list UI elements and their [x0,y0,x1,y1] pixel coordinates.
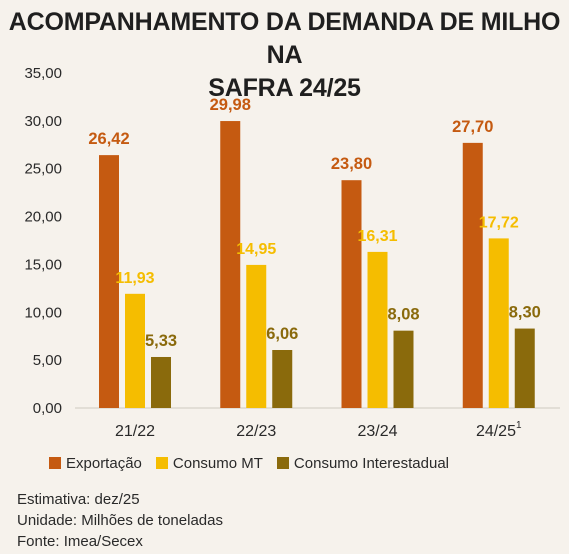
data-label: 8,08 [387,306,419,324]
y-tick-label: 10,00 [24,304,62,321]
data-label: 11,93 [115,270,154,287]
legend-item-consumo-mt: Consumo MT [155,454,263,472]
data-label: 23,80 [331,155,372,173]
y-tick-label: 15,00 [24,256,62,273]
legend: Exportação Consumo MT Consumo Interestad… [49,453,463,473]
y-tick-label: 5,00 [33,352,62,369]
legend-label-consumo-interestadual: Consumo Interestadual [293,454,450,472]
legend-swatch-consumo-interestadual [276,457,289,469]
data-label: 26,42 [88,130,129,148]
data-label: 6,06 [266,325,298,343]
footer-source: Fonte: Imea/Secex [17,533,143,550]
x-tick-superscript: 1 [516,420,522,431]
y-tick-label: 20,00 [24,209,62,226]
bar [462,142,483,408]
bar [488,238,509,408]
bar [99,155,119,408]
bar [125,293,145,408]
chart-title-line-1: ACOMPANHAMENTO DA DEMANDA DE MILHO NA [8,8,561,69]
x-tick-label: 23/24 [357,423,397,440]
data-label: 17,72 [479,214,519,231]
y-tick-label: 35,00 [24,65,62,82]
data-label: 8,30 [509,304,541,322]
legend-label-exportacao: Exportação [66,454,142,472]
bar-chart: 0,00 5,00 10,00 15,00 20,00 25,00 30,00 35,00 26… [24,65,560,440]
bar [246,264,267,408]
data-label: 29,98 [210,96,251,114]
data-label: 27,70 [452,118,493,136]
chart-title-line-2: SAFRA 24/25 [208,74,361,102]
data-label: 16,31 [357,228,397,245]
bar [341,180,362,408]
legend-item-exportacao: Exportação [49,455,142,472]
bar [514,328,535,408]
legend-item-consumo-interestadual: Consumo Interestadual [276,454,450,472]
x-tick-label: 21/22 [115,423,155,440]
footer-unit: Unidade: Milhões de toneladas [17,512,223,529]
bar [272,349,293,408]
legend-swatch-exportacao [49,457,61,469]
y-tick-label: 30,00 [24,113,62,130]
bar [367,251,388,408]
chart-area: 0,00 5,00 10,00 15,00 20,00 25,00 30,00 35,00 26… [0,60,569,480]
bar [151,356,171,408]
footer-estimate: Estimativa: dez/25 [17,491,140,508]
legend-label-consumo-mt: Consumo MT [172,454,263,472]
bar [220,121,241,408]
chart-title: ACOMPANHAMENTO DA DEMANDA DE MILHO NA SA… [0,6,569,105]
x-tick-label: 22/23 [236,423,276,440]
data-label: 5,33 [145,332,177,350]
footer-notes: Estimativa: dez/25 Unidade: Milhões de t… [17,489,223,552]
legend-swatch-consumo-mt [155,457,168,469]
y-tick-label: 0,00 [33,400,62,417]
bar [393,330,414,408]
y-tick-label: 25,00 [24,161,62,178]
x-tick-label: 24/251 [476,420,522,440]
data-label: 14,95 [236,241,276,258]
